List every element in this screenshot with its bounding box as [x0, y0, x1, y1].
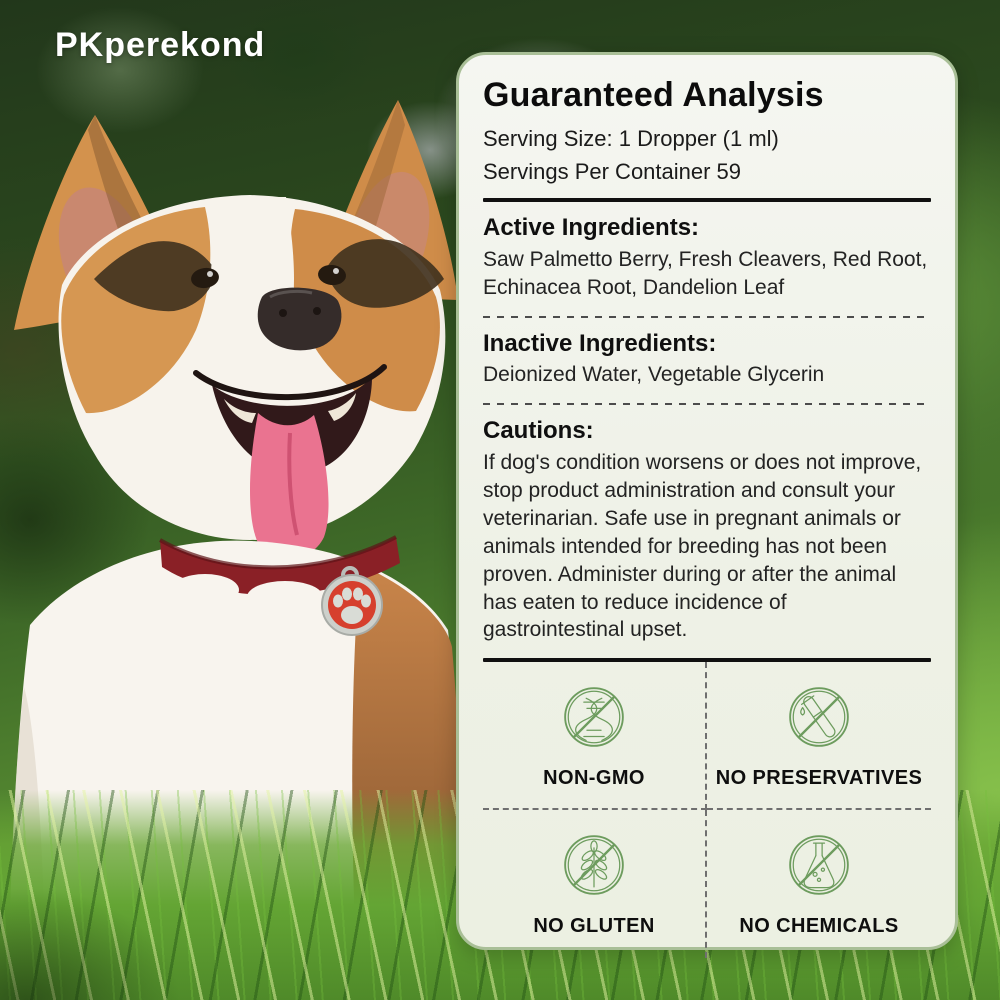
dashed-divider	[483, 315, 931, 318]
dog-nose	[257, 287, 342, 351]
badge-label: NO GLUTEN	[533, 915, 655, 938]
active-ingredients-heading: Active Ingredients:	[483, 214, 700, 242]
grass-shadow	[0, 820, 260, 1000]
no-gmo-dna-icon	[564, 687, 624, 748]
cautions-body: If dog's condition worsens or does not i…	[483, 450, 922, 642]
badge-label: NO PRESERVATIVES	[715, 767, 923, 790]
corgi-photo	[0, 85, 470, 1000]
inactive-ingredients-heading: Inactive Ingredients:	[483, 329, 717, 357]
badge-no-gluten: NO GLUTEN	[483, 810, 707, 959]
badge-no-chemicals: NO CHEMICALS	[707, 810, 931, 958]
inactive-ingredients-body: Deionized Water, Vegetable Glycerin	[483, 363, 825, 387]
cautions-heading: Cautions:	[483, 417, 594, 445]
badge-no-preservatives: NO PRESERVATIVES	[707, 662, 931, 811]
feature-badges-grid: NON-GMO NO PRESERVATIVES	[483, 662, 931, 959]
active-ingredients-body: Saw Palmetto Berry, Fresh Cleavers, Red …	[483, 247, 928, 299]
corgi-dog-illustration	[8, 100, 468, 997]
serving-size-text: Serving Size: 1 Dropper (1 ml)	[483, 126, 779, 152]
badge-label: NO CHEMICALS	[739, 915, 899, 938]
no-preservatives-test-tube-icon	[789, 687, 849, 748]
dog-right-eye	[318, 264, 346, 286]
brand-logo: PKperekond	[55, 26, 266, 64]
guaranteed-analysis-panel: Guaranteed Analysis Serving Size: 1 Drop…	[456, 52, 958, 959]
paw-print-icon	[341, 606, 363, 624]
thick-divider	[483, 198, 931, 203]
thick-divider	[483, 658, 931, 663]
no-gluten-wheat-icon	[564, 835, 624, 896]
badge-non-gmo: NON-GMO	[483, 662, 707, 811]
no-chemicals-flask-icon	[789, 835, 849, 896]
badge-label: NON-GMO	[543, 767, 645, 790]
servings-per-container-text: Servings Per Container 59	[483, 159, 742, 185]
panel-title: Guaranteed Analysis	[483, 76, 824, 114]
dashed-divider	[483, 403, 931, 406]
